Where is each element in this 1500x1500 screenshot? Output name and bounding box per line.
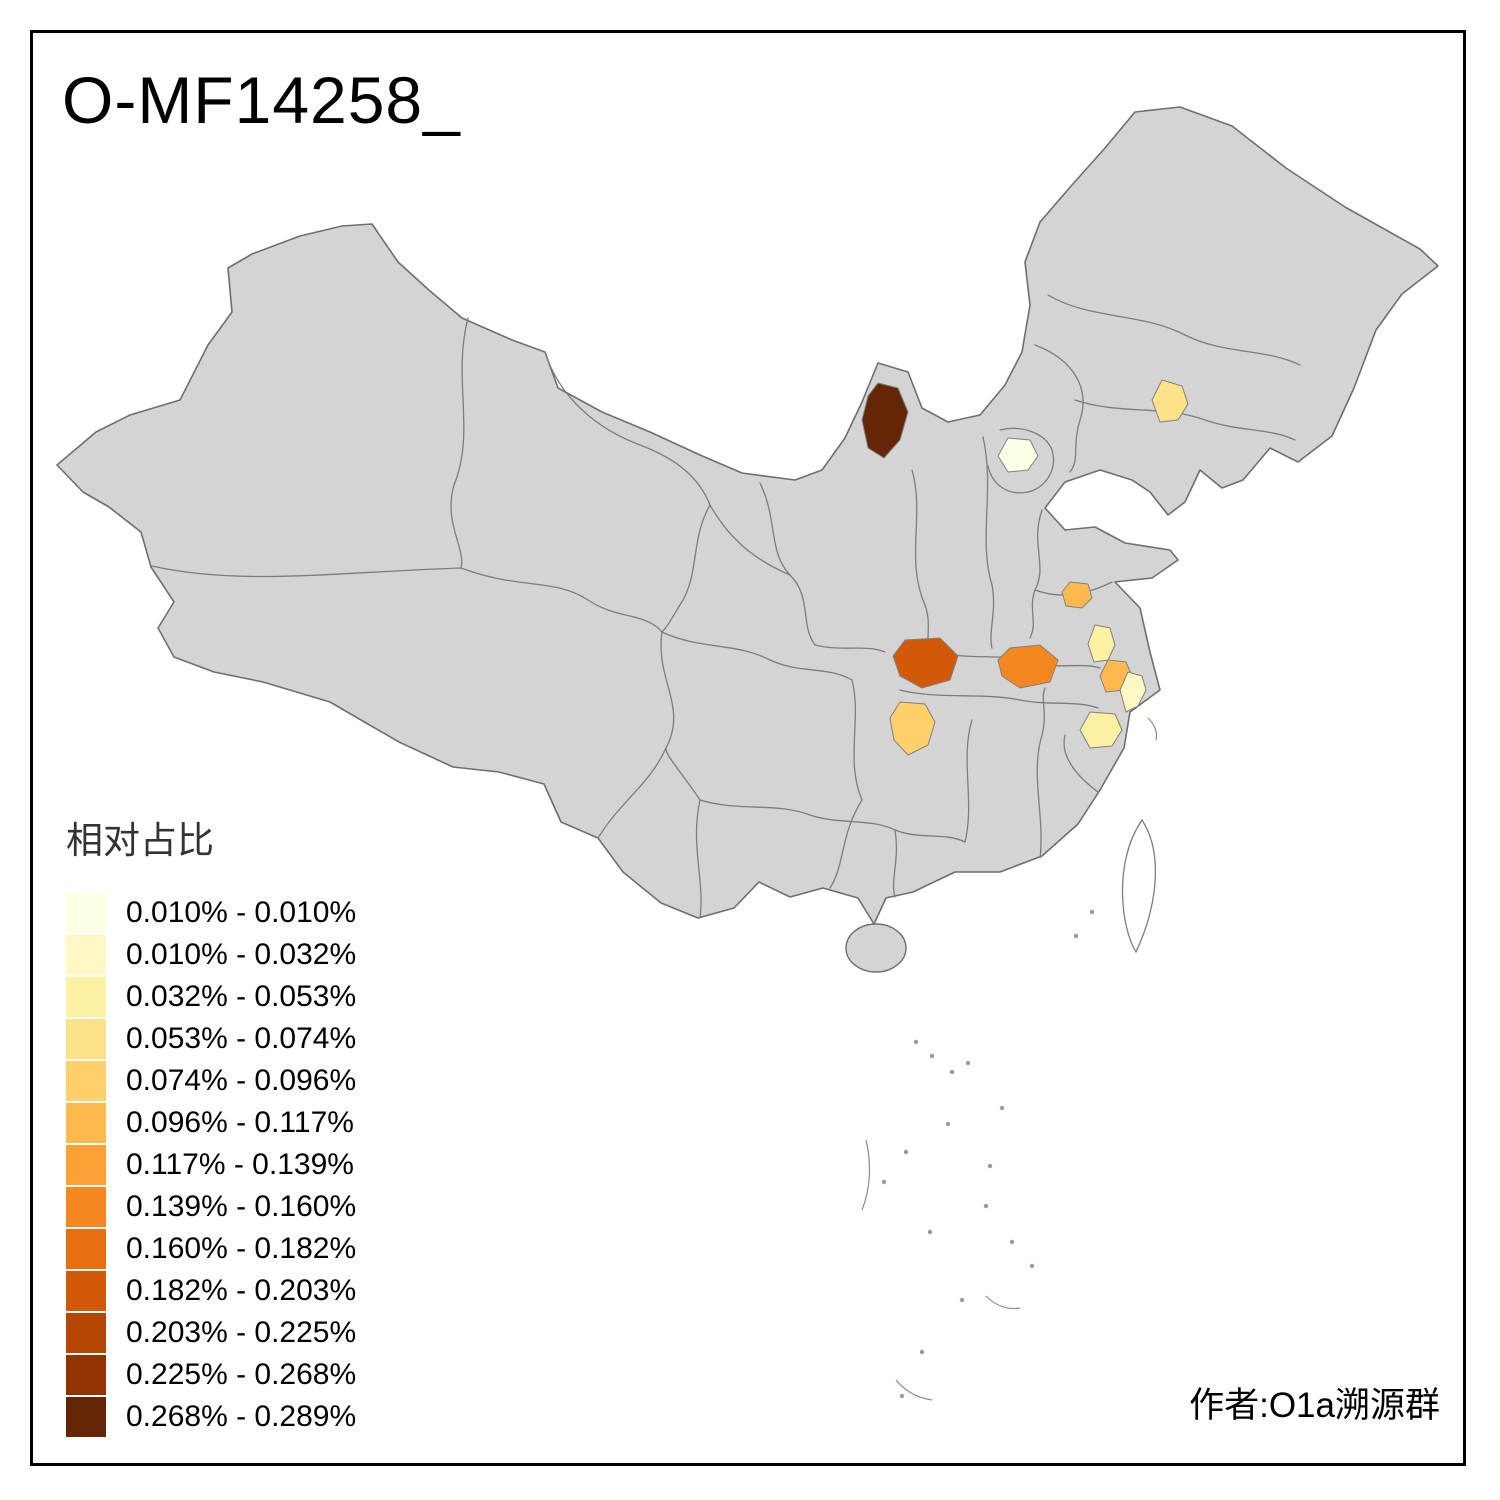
highlighted-region-11 [1079,711,1123,749]
highlighted-region-3 [1151,379,1189,423]
legend-label: 0.053% - 0.074% [126,1022,357,1055]
hainan-island [845,923,907,973]
highlighted-region-6 [997,644,1059,689]
legend-row: 0.032% - 0.053% [66,976,356,1018]
legend-label: 0.010% - 0.010% [126,896,357,929]
legend-row: 0.139% - 0.160% [66,1186,356,1228]
legend-label: 0.160% - 0.182% [126,1232,357,1265]
legend-row: 0.160% - 0.182% [66,1228,356,1270]
highlighted-region-2 [997,437,1039,473]
legend-title: 相对占比 [66,820,214,861]
legend-row: 0.203% - 0.225% [66,1312,356,1354]
legend-row: 0.117% - 0.139% [66,1144,356,1186]
legend-row: 0.053% - 0.074% [66,1018,356,1060]
sea-islands [861,717,1158,1401]
legend-row: 0.268% - 0.289% [66,1396,356,1438]
legend-label: 0.139% - 0.160% [126,1190,357,1223]
legend-label: 0.117% - 0.139% [126,1148,354,1181]
page-title: O-MF14258_ [62,63,461,137]
legend-swatch [66,1355,106,1395]
sea-island-dots [881,909,1095,1399]
legend-row: 0.010% - 0.032% [66,934,356,976]
legend-label: 0.074% - 0.096% [126,1064,357,1097]
legend-swatch [66,1187,106,1227]
author-credit: 作者:O1a溯源群 [1189,1386,1440,1425]
legend-label: 0.096% - 0.117% [126,1106,354,1139]
legend-swatch [66,1271,106,1311]
legend-label: 0.182% - 0.203% [126,1274,357,1307]
legend-label: 0.225% - 0.268% [126,1358,357,1391]
legend-swatch [66,1397,106,1437]
highlighted-region-5 [892,637,959,689]
legend-row: 0.010% - 0.010% [66,892,356,934]
highlighted-region-1 [861,382,909,459]
legend-items: 0.010% - 0.010% 0.010% - 0.032% 0.032% -… [66,892,356,1438]
legend-label: 0.203% - 0.225% [126,1316,357,1349]
legend-row: 0.225% - 0.268% [66,1354,356,1396]
legend: 相对占比 0.010% - 0.010% 0.010% - 0.032% 0.0… [66,810,356,1438]
legend-swatch [66,977,106,1017]
highlighted-region-4 [1061,581,1093,609]
legend-swatch [66,893,106,933]
legend-label: 0.032% - 0.053% [126,980,357,1013]
legend-swatch [66,1145,106,1185]
highlighted-regions [861,379,1189,756]
legend-swatch [66,935,106,975]
legend-label: 0.268% - 0.289% [126,1400,357,1433]
legend-row: 0.096% - 0.117% [66,1102,356,1144]
legend-swatch [66,1229,106,1269]
taiwan-island [1121,818,1157,954]
highlighted-region-10 [889,701,936,756]
china-mainland [56,106,1439,925]
legend-row: 0.182% - 0.203% [66,1270,356,1312]
legend-swatch [66,1103,106,1143]
legend-swatch [66,1313,106,1353]
legend-label: 0.010% - 0.032% [126,938,357,971]
highlighted-region-9 [1119,671,1147,713]
legend-swatch [66,1061,106,1101]
legend-swatch [66,1019,106,1059]
legend-row: 0.074% - 0.096% [66,1060,356,1102]
